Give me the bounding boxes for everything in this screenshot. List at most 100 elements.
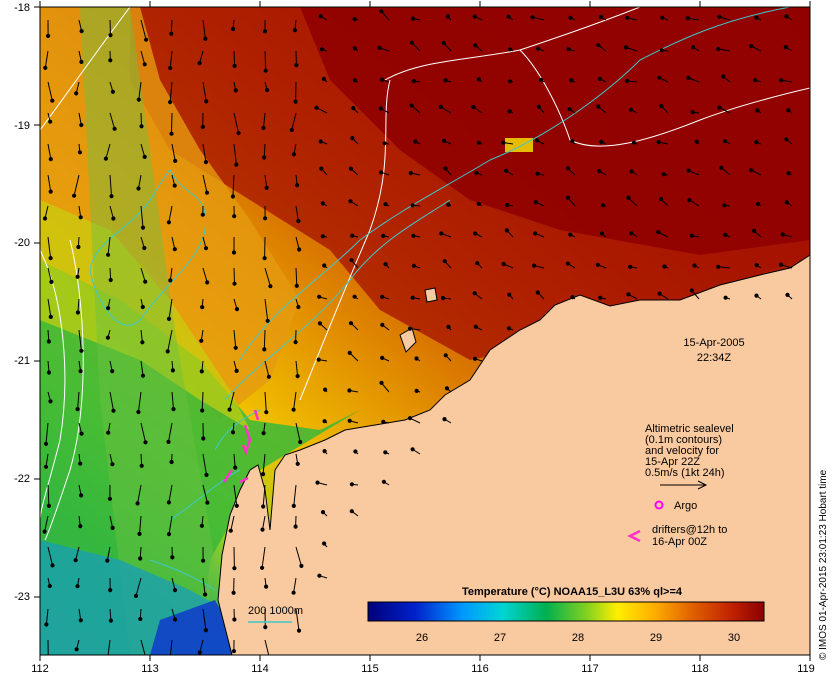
velocity-arrow-head: [661, 172, 666, 177]
velocity-arrow-head: [379, 380, 384, 385]
lat-tick-label: -22: [14, 473, 30, 485]
velocity-arrow-head: [352, 46, 357, 51]
velocity-arrow-head: [144, 37, 149, 42]
argo-marker: [654, 500, 664, 510]
velocity-arrow-head: [443, 353, 448, 358]
velocity-arrow-head: [323, 387, 328, 392]
velocity-arrow-head: [233, 465, 238, 470]
velocity-arrow-head: [532, 263, 537, 268]
velocity-arrow-head: [784, 14, 789, 19]
velocity-arrow-head: [204, 472, 209, 477]
velocity-arrow-head: [107, 496, 113, 501]
velocity-arrow-head: [595, 262, 601, 267]
drifter-marker: [627, 529, 641, 543]
velocity-arrow-head: [264, 584, 269, 589]
velocity-arrow: [135, 577, 142, 597]
velocity-arrow: [230, 515, 235, 531]
lat-tick-label: -19: [14, 120, 30, 132]
velocity-arrow-head: [295, 183, 300, 188]
lon-tick-label: 112: [31, 663, 49, 675]
velocity-arrow: [47, 81, 53, 101]
velocity-arrow-head: [231, 26, 236, 32]
velocity-arrow-head: [73, 558, 78, 563]
velocity-arrow: [263, 329, 266, 350]
velocity-arrow-head: [656, 140, 661, 145]
velocity-arrow: [202, 81, 207, 102]
velocity-arrow-head: [108, 277, 113, 283]
velocity-arrow-head: [348, 199, 353, 204]
velocity-arrow-head: [106, 430, 111, 435]
velocity-arrow-head: [139, 463, 144, 468]
velocity-arrow-head: [662, 264, 667, 269]
velocity-arrow-head: [414, 356, 419, 361]
velocity-arrow-head: [74, 647, 79, 652]
velocity-arrow-head: [716, 46, 721, 52]
velocity-arrow-head: [296, 219, 301, 224]
velocity-arrow-head: [265, 318, 270, 323]
velocity-arrow-head: [227, 407, 232, 412]
velocity-arrow-head: [623, 45, 629, 50]
velocity-arrow-head: [75, 584, 80, 589]
velocity-arrow: [44, 50, 49, 68]
velocity-arrow: [201, 391, 204, 411]
velocity-arrow-head: [628, 107, 634, 112]
velocity-arrow-head: [262, 347, 267, 352]
velocity-arrow-head: [108, 58, 113, 63]
velocity-arrow-head: [536, 104, 542, 109]
velocity-arrow-head: [203, 36, 208, 41]
velocity-arrow-head: [569, 78, 574, 83]
velocity-arrow-head: [508, 47, 513, 52]
velocity-arrow-head: [136, 409, 141, 415]
lat-tick-label: -21: [14, 355, 30, 367]
velocity-arrow: [264, 298, 269, 321]
velocity-arrow-head: [659, 48, 664, 53]
velocity-arrow-head: [172, 247, 177, 252]
velocity-arrow-head: [657, 291, 662, 296]
velocity-arrow: [202, 143, 207, 163]
velocity-arrow-head: [780, 232, 785, 237]
velocity-arrow-head: [203, 592, 208, 597]
velocity-arrow-head: [383, 450, 388, 455]
velocity-arrow: [233, 112, 240, 134]
velocity-arrow-head: [169, 459, 174, 465]
velocity-arrow-head: [538, 77, 544, 83]
velocity-arrow-head: [319, 166, 324, 171]
velocity-arrow-head: [383, 262, 388, 267]
velocity-arrow-head: [315, 480, 320, 485]
velocity-arrow-head: [79, 348, 84, 353]
velocity-arrow: [202, 577, 206, 595]
velocity-arrow-head: [719, 165, 724, 170]
colorbar-gradient: [367, 601, 765, 622]
velocity-arrow-head: [199, 523, 204, 528]
velocity-arrow-head: [205, 280, 210, 285]
velocity-arrow-head: [717, 14, 722, 19]
velocity-arrow: [105, 143, 111, 159]
velocity-arrow: [77, 298, 80, 313]
velocity-arrow: [202, 267, 208, 283]
velocity-arrow: [140, 19, 147, 40]
velocity-arrow-head: [48, 256, 53, 261]
velocity-arrow: [232, 174, 235, 197]
velocity-arrow-head: [231, 590, 236, 595]
velocity-arrow-head: [536, 46, 541, 51]
velocity-arrow-head: [689, 288, 695, 293]
velocity-arrow-head: [78, 215, 83, 220]
velocity-arrow-head: [784, 137, 789, 142]
velocity-arrow: [44, 205, 49, 219]
velocity-arrow-head: [46, 370, 52, 375]
velocity-arrow-head: [105, 335, 111, 340]
velocity-arrow: [229, 391, 235, 410]
velocity-arrow-head: [476, 77, 481, 82]
velocity-arrow: [140, 205, 144, 228]
velocity-arrow-head: [79, 59, 84, 65]
velocity-arrow-head: [778, 262, 784, 267]
velocity-arrow-head: [203, 246, 209, 251]
velocity-arrow-head: [232, 566, 237, 571]
velocity-arrow-head: [78, 618, 83, 623]
velocity-arrow: [233, 453, 236, 468]
velocity-arrow-head: [234, 307, 240, 312]
velocity-arrow-head: [135, 501, 140, 506]
velocity-arrow: [170, 19, 173, 34]
velocity-arrow-head: [261, 125, 266, 131]
velocity-arrow-head: [322, 541, 327, 546]
